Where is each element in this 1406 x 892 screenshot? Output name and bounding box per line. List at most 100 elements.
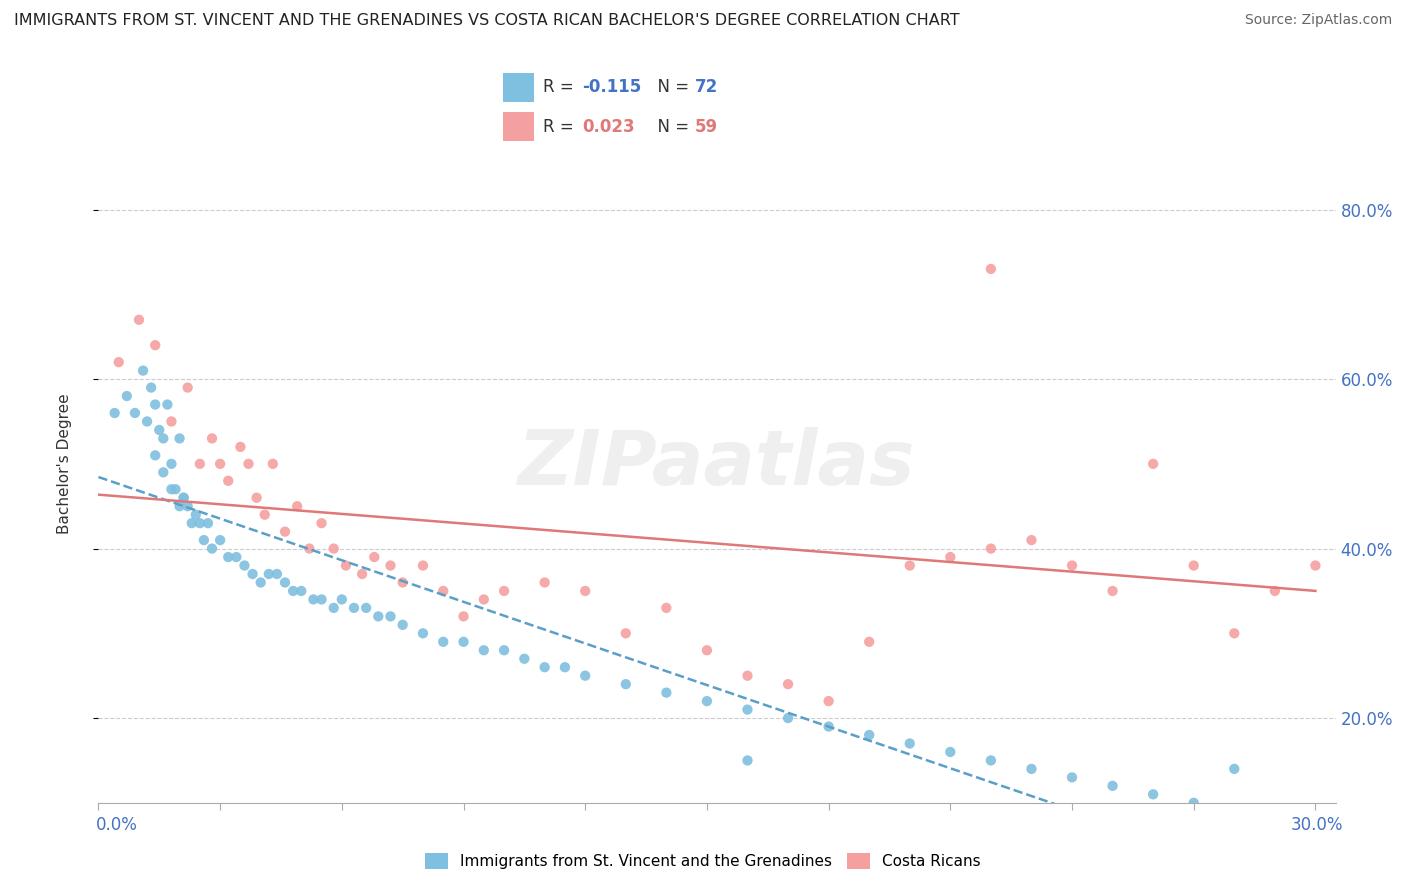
Y-axis label: Bachelor's Degree: Bachelor's Degree [58, 393, 72, 534]
Point [614, 626, 637, 640]
Point [217, 549, 239, 565]
Text: R =: R = [543, 118, 579, 136]
Point [335, 558, 357, 573]
Point [152, 432, 174, 446]
Point [737, 753, 759, 767]
Point [737, 669, 759, 683]
Point [1344, 524, 1367, 539]
Point [939, 745, 962, 759]
Point [274, 524, 297, 539]
Legend: Immigrants from St. Vincent and the Grenadines, Costa Ricans: Immigrants from St. Vincent and the Gren… [419, 847, 987, 875]
Point [614, 677, 637, 691]
Point [143, 338, 166, 352]
Point [554, 660, 576, 674]
Point [1101, 584, 1123, 599]
Point [285, 500, 308, 514]
Point [1182, 558, 1205, 573]
Point [160, 483, 183, 497]
Point [257, 567, 280, 582]
Text: Source: ZipAtlas.com: Source: ZipAtlas.com [1244, 13, 1392, 28]
Point [472, 592, 495, 607]
Point [169, 500, 191, 514]
Point [128, 313, 150, 327]
Point [180, 516, 202, 530]
Point [655, 601, 678, 615]
Text: N =: N = [647, 118, 695, 136]
Point [132, 364, 155, 378]
Point [249, 575, 271, 590]
FancyBboxPatch shape [503, 73, 534, 102]
Point [696, 643, 718, 657]
Point [160, 457, 183, 471]
Point [229, 440, 252, 454]
Point [197, 516, 219, 530]
Text: IMMIGRANTS FROM ST. VINCENT AND THE GRENADINES VS COSTA RICAN BACHELOR'S DEGREE : IMMIGRANTS FROM ST. VINCENT AND THE GREN… [14, 13, 960, 29]
Point [173, 491, 195, 505]
Point [363, 549, 385, 565]
Point [165, 483, 187, 497]
Point [533, 660, 555, 674]
Point [281, 584, 304, 599]
Point [391, 617, 413, 632]
Point [266, 567, 288, 582]
Point [160, 414, 183, 429]
Point [209, 457, 232, 471]
Point [380, 558, 402, 573]
Point [1264, 584, 1286, 599]
Point [107, 355, 129, 369]
Point [1305, 558, 1327, 573]
Point [980, 262, 1002, 277]
Point [169, 432, 191, 446]
Point [225, 549, 247, 565]
Point [246, 491, 269, 505]
Point [858, 635, 880, 649]
Point [432, 584, 454, 599]
Point [494, 584, 516, 599]
Point [156, 398, 179, 412]
Point [533, 575, 555, 590]
Point [343, 601, 366, 615]
Point [104, 406, 127, 420]
Point [302, 592, 325, 607]
Point [939, 549, 962, 565]
Point [817, 719, 839, 733]
Point [655, 685, 678, 699]
Point [148, 423, 170, 437]
Text: N =: N = [647, 78, 695, 96]
Point [1142, 457, 1164, 471]
Text: 59: 59 [695, 118, 717, 136]
Point [1021, 533, 1043, 548]
Point [238, 457, 260, 471]
Point [1223, 626, 1246, 640]
Point [311, 516, 333, 530]
Point [262, 457, 284, 471]
Point [242, 567, 264, 582]
Point [432, 635, 454, 649]
Point [1060, 770, 1083, 785]
Point [253, 508, 276, 522]
Point [367, 609, 389, 624]
Point [380, 609, 402, 624]
Point [274, 575, 297, 590]
Point [354, 601, 377, 615]
Point [1142, 788, 1164, 801]
Point [184, 508, 207, 522]
Text: -0.115: -0.115 [582, 78, 641, 96]
Point [188, 457, 211, 471]
Point [1223, 762, 1246, 776]
Point [1021, 762, 1043, 776]
Point [737, 703, 759, 717]
Point [188, 516, 211, 530]
Point [311, 592, 333, 607]
Point [330, 592, 353, 607]
Point [980, 541, 1002, 556]
Point [574, 584, 596, 599]
Point [176, 381, 198, 395]
Point [298, 541, 321, 556]
Point [696, 694, 718, 708]
Text: R =: R = [543, 78, 579, 96]
Point [776, 677, 799, 691]
Point [412, 558, 434, 573]
Point [472, 643, 495, 657]
Point [201, 541, 224, 556]
